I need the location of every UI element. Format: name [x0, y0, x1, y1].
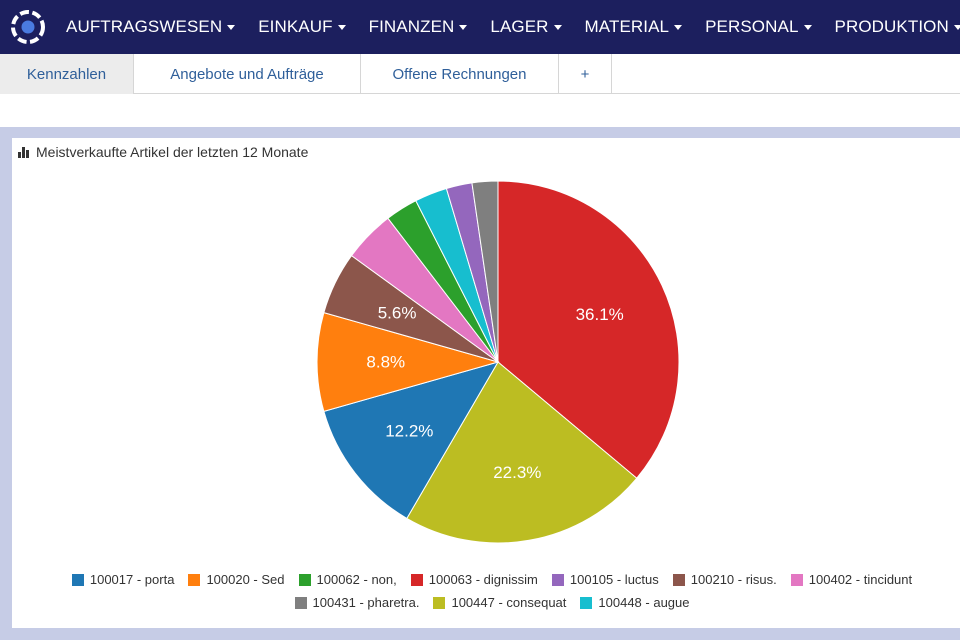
legend-row: 100017 - porta 100020 - Sed 100062 - non, 1…: [24, 568, 960, 591]
pie-slice[interactable]: [406, 361, 638, 544]
pie-slice-percentage-label: 12.2%: [385, 421, 433, 440]
caret-down-icon: [553, 25, 562, 30]
nav-menu-label: EINKAUF: [258, 17, 333, 36]
legend-item[interactable]: 100062 - non,: [298, 572, 397, 587]
legend-row: 100431 - pharetra. 100447 - consequat 1004…: [24, 591, 960, 614]
pie-slice[interactable]: [471, 180, 499, 363]
top-navigation: AUFTRAGSWESEN EINKAUF FINANZEN LAGER MAT…: [0, 0, 960, 54]
legend-swatch-icon: [298, 573, 311, 586]
legend-item[interactable]: 100447 - consequat: [433, 595, 566, 610]
nav-menu-label: AUFTRAGSWESEN: [66, 17, 223, 36]
tab-label: Angebote und Aufträge: [170, 65, 324, 83]
nav-menu-label: LAGER: [490, 17, 549, 36]
legend-item[interactable]: 100063 - dignissim: [410, 572, 538, 587]
pie-slice[interactable]: [323, 361, 500, 520]
caret-down-icon: [227, 25, 236, 30]
add-tab-button[interactable]: +: [559, 54, 612, 94]
nav-menu-label: FINANZEN: [368, 17, 455, 36]
pie-slice-percentage-label: 36.1%: [576, 305, 624, 324]
caret-down-icon: [803, 25, 812, 30]
legend-item[interactable]: 100017 - porta: [71, 572, 175, 587]
nav-menu-finanzen[interactable]: FINANZEN: [357, 17, 479, 37]
pie-slice[interactable]: [316, 311, 500, 413]
legend-label: 100210 - risus.: [690, 572, 777, 587]
legend-swatch-icon: [433, 596, 446, 609]
legend-swatch-icon: [188, 573, 201, 586]
tab-label: Kennzahlen: [26, 65, 107, 83]
nav-menu-einkauf[interactable]: EINKAUF: [246, 17, 356, 37]
chart-legend: 100017 - porta 100020 - Sed 100062 - non, 1…: [24, 568, 960, 614]
legend-label: 100063 - dignissim: [428, 572, 538, 587]
pie-slice-percentage-label: 5.6%: [378, 303, 417, 322]
legend-label: 100448 - augue: [598, 595, 690, 610]
nav-menu-produktion[interactable]: PRODUKTION: [823, 17, 960, 37]
nav-menu-material[interactable]: MATERIAL: [573, 17, 694, 37]
legend-label: 100020 - Sed: [206, 572, 285, 587]
tab-offene-rechnungen[interactable]: Offene Rechnungen: [361, 54, 559, 94]
tab-angebote-und-auftraege[interactable]: Angebote und Aufträge: [134, 54, 361, 94]
main-menu: AUFTRAGSWESEN EINKAUF FINANZEN LAGER MAT…: [54, 17, 960, 37]
add-tab-label: +: [580, 65, 590, 83]
nav-menu-label: PRODUKTION: [834, 17, 949, 36]
legend-swatch-icon: [790, 573, 803, 586]
pie-slice[interactable]: [497, 180, 680, 479]
legend-label: 100105 - luctus: [569, 572, 659, 587]
nav-menu-label: MATERIAL: [584, 17, 670, 36]
legend-label: 100402 - tincidunt: [808, 572, 913, 587]
widget-title-text: Meistverkaufte Artikel der letzten 12 Mo…: [36, 144, 309, 160]
nav-menu-auftragswesen[interactable]: AUFTRAGSWESEN: [54, 17, 246, 37]
pie-slice-percentage-label: 8.8%: [366, 353, 405, 372]
caret-down-icon: [459, 25, 468, 30]
legend-item[interactable]: 100210 - risus.: [672, 572, 777, 587]
legend-label: 100017 - porta: [89, 572, 175, 587]
legend-label: 100431 - pharetra.: [312, 595, 420, 610]
legend-label: 100062 - non,: [316, 572, 397, 587]
legend-swatch-icon: [672, 573, 685, 586]
legend-swatch-icon: [580, 596, 593, 609]
legend-swatch-icon: [551, 573, 564, 586]
legend-swatch-icon: [71, 573, 84, 586]
caret-down-icon: [953, 25, 960, 30]
tab-label: Offene Rechnungen: [392, 65, 527, 83]
tab-kennzahlen[interactable]: Kennzahlen: [0, 54, 134, 94]
legend-swatch-icon: [294, 596, 307, 609]
tab-bar: Kennzahlen Angebote und Aufträge Offene …: [0, 54, 960, 94]
caret-down-icon: [337, 25, 346, 30]
pie-slice-percentage-label: 22.3%: [493, 463, 541, 482]
legend-label: 100447 - consequat: [451, 595, 567, 610]
nav-menu-personal[interactable]: PERSONAL: [693, 17, 822, 37]
legend-item[interactable]: 100020 - Sed: [188, 572, 285, 587]
legend-item[interactable]: 100431 - pharetra.: [294, 595, 420, 610]
legend-item[interactable]: 100105 - luctus: [551, 572, 659, 587]
legend-swatch-icon: [410, 573, 423, 586]
bar-chart-icon: [18, 146, 32, 158]
caret-down-icon: [674, 25, 683, 30]
nav-menu-label: PERSONAL: [705, 17, 799, 36]
nav-menu-lager[interactable]: LAGER: [478, 17, 572, 37]
widget-title: Meistverkaufte Artikel der letzten 12 Mo…: [18, 144, 308, 160]
widget-top-selling-items: Meistverkaufte Artikel der letzten 12 Mo…: [12, 138, 960, 628]
pie-chart: 36.1% 22.3% 12.2% 8.8% 5.6%: [316, 180, 680, 544]
legend-item[interactable]: 100448 - augue: [580, 595, 690, 610]
legend-item[interactable]: 100402 - tincidunt: [790, 572, 913, 587]
app-logo-icon[interactable]: [10, 9, 46, 45]
